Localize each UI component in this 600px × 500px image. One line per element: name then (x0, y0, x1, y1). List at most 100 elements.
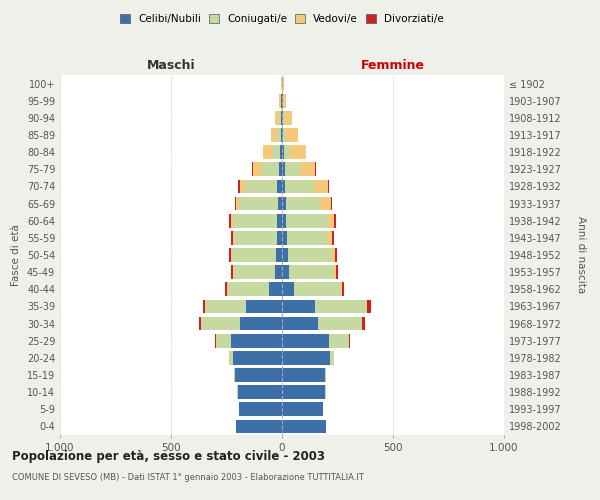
Bar (362, 316, 365, 330)
Bar (284, 146, 290, 159)
Bar (300, 162, 316, 176)
Bar (247, 300, 282, 314)
Bar (286, 196, 320, 210)
Bar (282, 162, 284, 176)
Bar (280, 146, 282, 159)
Bar (281, 94, 282, 108)
Bar (217, 334, 231, 347)
Bar (280, 111, 281, 124)
Bar (230, 351, 233, 364)
Bar (367, 300, 371, 314)
Bar (234, 231, 277, 244)
Bar (282, 128, 283, 142)
Bar (284, 162, 300, 176)
Bar (227, 282, 269, 296)
Bar (275, 266, 282, 279)
Bar (238, 386, 282, 399)
Bar (330, 351, 334, 364)
Bar (239, 196, 278, 210)
Bar (282, 386, 325, 399)
Bar (282, 266, 289, 279)
Bar (231, 266, 233, 279)
Bar (205, 300, 247, 314)
Bar (286, 214, 328, 228)
Bar (314, 180, 328, 194)
Bar (329, 334, 349, 347)
Bar (231, 214, 233, 228)
Bar (282, 146, 284, 159)
Bar (282, 316, 317, 330)
Bar (271, 128, 277, 142)
Bar (235, 196, 236, 210)
Bar (235, 368, 282, 382)
Bar (279, 94, 281, 108)
Bar (328, 180, 329, 194)
Bar (282, 94, 283, 108)
Bar (334, 266, 336, 279)
Bar (335, 248, 337, 262)
Bar (328, 231, 332, 244)
Bar (199, 316, 200, 330)
Bar (282, 196, 286, 210)
Bar (263, 146, 272, 159)
Bar (231, 231, 233, 244)
Y-axis label: Anni di nascita: Anni di nascita (575, 216, 586, 294)
Bar (282, 231, 287, 244)
Bar (331, 196, 332, 210)
Bar (289, 266, 334, 279)
Bar (282, 334, 329, 347)
Bar (225, 282, 227, 296)
Bar (282, 282, 294, 296)
Bar (287, 248, 332, 262)
Bar (286, 180, 314, 194)
Bar (277, 180, 282, 194)
Bar (236, 196, 239, 210)
Bar (229, 214, 231, 228)
Bar (239, 402, 282, 416)
Bar (236, 420, 282, 434)
Bar (231, 334, 282, 347)
Bar (282, 351, 330, 364)
Bar (316, 300, 367, 314)
Bar (229, 248, 232, 262)
Bar (283, 94, 286, 108)
Bar (245, 180, 277, 194)
Bar (286, 128, 298, 142)
Bar (287, 231, 328, 244)
Bar (342, 282, 344, 296)
Bar (282, 214, 286, 228)
Bar (234, 266, 275, 279)
Bar (277, 231, 282, 244)
Bar (283, 76, 284, 90)
Bar (269, 282, 282, 296)
Bar (253, 162, 262, 176)
Bar (233, 231, 234, 244)
Bar (325, 368, 326, 382)
Bar (332, 231, 334, 244)
Bar (262, 162, 280, 176)
Bar (275, 111, 280, 124)
Bar (282, 180, 286, 194)
Bar (294, 282, 341, 296)
Bar (283, 128, 286, 142)
Bar (283, 111, 284, 124)
Bar (232, 248, 276, 262)
Bar (334, 214, 335, 228)
Text: Femmine: Femmine (361, 58, 425, 71)
Bar (281, 111, 282, 124)
Bar (317, 316, 362, 330)
Text: Popolazione per età, sesso e stato civile - 2003: Popolazione per età, sesso e stato civil… (12, 450, 325, 463)
Bar (332, 248, 335, 262)
Bar (282, 420, 326, 434)
Bar (282, 300, 316, 314)
Bar (240, 180, 245, 194)
Text: COMUNE DI SEVESO (MB) - Dati ISTAT 1° gennaio 2003 - Elaborazione TUTTITALIA.IT: COMUNE DI SEVESO (MB) - Dati ISTAT 1° ge… (12, 472, 364, 482)
Bar (341, 282, 342, 296)
Bar (282, 368, 325, 382)
Bar (276, 248, 282, 262)
Bar (277, 214, 282, 228)
Bar (233, 351, 282, 364)
Bar (203, 300, 205, 314)
Bar (282, 111, 283, 124)
Bar (278, 196, 282, 210)
